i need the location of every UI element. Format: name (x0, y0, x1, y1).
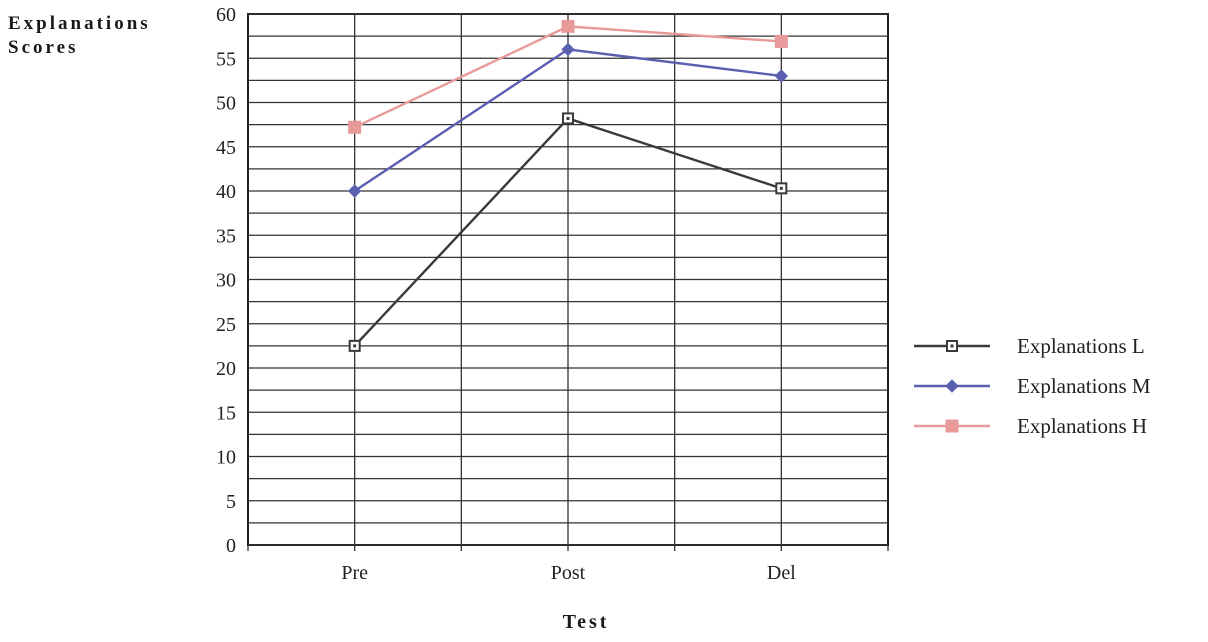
legend-label: Explanations H (1017, 414, 1147, 438)
data-point (774, 69, 789, 83)
data-point (774, 34, 788, 48)
data-point (347, 184, 362, 198)
legend-entry: Explanations H (914, 414, 1147, 438)
legend-marker (945, 379, 959, 393)
y-tick-label: 35 (216, 225, 236, 247)
y-tick-label: 0 (226, 535, 236, 557)
data-point (348, 120, 362, 134)
y-tick-label: 50 (216, 93, 236, 115)
y-tick-label: 30 (216, 270, 236, 292)
series-2 (347, 42, 789, 198)
data-point-center (353, 344, 357, 348)
x-tick-label: Pre (341, 562, 368, 584)
y-tick-label: 5 (226, 491, 236, 513)
x-tick-label: Post (551, 562, 586, 584)
x-tick-label: Del (767, 562, 796, 584)
y-tick-label: 45 (216, 137, 236, 159)
data-point (561, 42, 575, 57)
legend-label: Explanations M (1017, 374, 1151, 398)
data-point-center (566, 116, 570, 120)
y-axis-label-line-2: Scores (8, 37, 78, 58)
series-3 (348, 19, 788, 134)
y-axis-label-line-1: Explanations (8, 13, 151, 34)
legend-marker (945, 419, 959, 433)
y-tick-label: 55 (216, 48, 236, 70)
legend-entry: Explanations M (914, 374, 1151, 398)
y-tick-label: 40 (216, 181, 236, 203)
legend-entry: Explanations L (914, 334, 1145, 358)
legend-label: Explanations L (1017, 334, 1145, 358)
data-point-center (779, 186, 783, 190)
y-tick-label: 15 (216, 402, 236, 424)
x-axis-label: Test (563, 611, 610, 633)
data-point (561, 19, 575, 33)
y-tick-label: 60 (216, 4, 236, 26)
series-1 (348, 112, 788, 352)
y-tick-label: 25 (216, 314, 236, 336)
legend-marker-center (950, 344, 954, 348)
y-tick-label: 10 (216, 447, 236, 469)
y-tick-label: 20 (216, 358, 236, 380)
